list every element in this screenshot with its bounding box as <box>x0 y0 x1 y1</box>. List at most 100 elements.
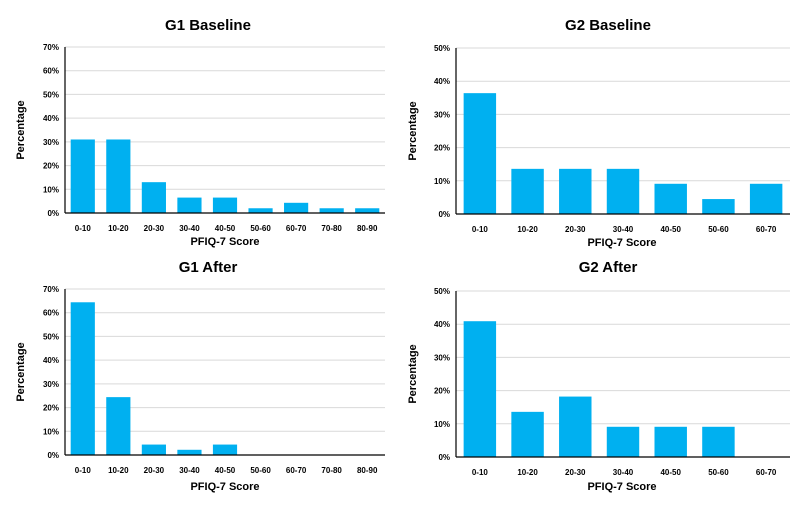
x-tick-label: 70-80 <box>321 224 342 233</box>
chart-svg: G2 After Percentage PFIQ-7 Score 0% 10% 20… <box>407 259 790 493</box>
x-tick-label: 30-40 <box>179 466 200 475</box>
y-tick-label: 0% <box>47 209 59 218</box>
x-tick-label: 40-50 <box>660 468 681 477</box>
x-tick-label: 0-10 <box>472 225 489 234</box>
x-tick-label: 40-50 <box>215 224 236 233</box>
chart-title: G1 After <box>179 259 238 276</box>
bar-20-30 <box>141 444 166 455</box>
x-axis-label: PFIQ-7 Score <box>587 237 656 249</box>
x-tick-label: 70-80 <box>321 466 342 475</box>
bar-60-70 <box>749 183 783 214</box>
bar-30-40 <box>177 197 202 213</box>
y-tick-label: 30% <box>43 380 59 389</box>
y-tick-label: 10% <box>434 177 450 186</box>
y-axis-label: Percentage <box>407 344 419 403</box>
y-tick-label: 0% <box>438 453 450 462</box>
x-axis-label: PFIQ-7 Score <box>190 236 259 248</box>
bar-70-80 <box>319 208 344 213</box>
bar-10-20 <box>511 411 544 457</box>
y-tick-label: 50% <box>43 332 59 341</box>
chart-title: G2 After <box>579 259 638 276</box>
x-tick-label: 10-20 <box>517 468 538 477</box>
y-axis-label: Percentage <box>407 101 419 160</box>
y-tick-label: 30% <box>434 110 450 119</box>
y-tick-label: 40% <box>434 77 450 86</box>
bar-10-20 <box>106 397 131 455</box>
x-tick-label: 60-70 <box>756 225 777 234</box>
x-tick-label: 50-60 <box>708 468 729 477</box>
bar-20-30 <box>141 182 166 213</box>
y-tick-label: 40% <box>43 114 59 123</box>
x-tick-label: 50-60 <box>250 224 271 233</box>
y-tick-label: 30% <box>434 353 450 362</box>
y-tick-label: 10% <box>43 427 59 436</box>
bar-10-20 <box>106 139 131 213</box>
bar-40-50 <box>212 444 238 455</box>
y-tick-label: 0% <box>438 210 450 219</box>
x-tick-label: 40-50 <box>215 466 236 475</box>
x-axis-label: PFIQ-7 Score <box>190 481 259 493</box>
chart-title: G1 Baseline <box>165 17 251 34</box>
y-tick-label: 60% <box>43 309 59 318</box>
chart-svg: G2 Baseline Percentage PFIQ-7 Score 0% 10… <box>407 17 790 249</box>
bar-0-10 <box>70 302 95 455</box>
chart-svg: G1 Baseline Percentage PFIQ-7 Score 0% 10… <box>15 17 385 248</box>
bar-20-30 <box>559 168 592 214</box>
chart-svg: G1 After Percentage PFIQ-7 Score 0% 10% 20… <box>15 259 385 493</box>
x-tick-label: 0-10 <box>472 468 489 477</box>
x-tick-label: 20-30 <box>565 468 586 477</box>
bar-50-60 <box>702 426 735 457</box>
x-tick-label: 30-40 <box>613 468 634 477</box>
y-tick-label: 50% <box>434 287 450 296</box>
x-tick-label: 60-70 <box>286 224 307 233</box>
y-tick-label: 30% <box>43 138 59 147</box>
x-tick-label: 50-60 <box>250 466 271 475</box>
y-tick-label: 60% <box>43 67 59 76</box>
x-tick-label: 20-30 <box>144 224 165 233</box>
chart-panel-g2-after: G2 After Percentage PFIQ-7 Score 0% 10% 20… <box>400 250 800 506</box>
y-axis-label: Percentage <box>15 342 27 401</box>
bar-30-40 <box>606 426 640 457</box>
bar-30-40 <box>606 168 640 214</box>
bar-50-60 <box>248 208 273 213</box>
bar-10-20 <box>511 168 544 214</box>
x-tick-label: 30-40 <box>613 225 634 234</box>
chart-title: G2 Baseline <box>565 17 651 34</box>
y-tick-label: 10% <box>434 420 450 429</box>
x-tick-label: 0-10 <box>75 224 92 233</box>
x-axis-label: PFIQ-7 Score <box>587 481 656 493</box>
y-tick-label: 70% <box>43 285 59 294</box>
x-tick-label: 10-20 <box>517 225 538 234</box>
x-tick-label: 20-30 <box>565 225 586 234</box>
chart-panel-g1-baseline: G1 Baseline Percentage PFIQ-7 Score 0% 10… <box>0 0 400 250</box>
bar-60-70 <box>284 202 309 213</box>
bar-30-40 <box>177 449 202 455</box>
x-tick-label: 20-30 <box>144 466 165 475</box>
bar-40-50 <box>654 426 687 457</box>
bar-40-50 <box>212 197 238 213</box>
x-tick-label: 30-40 <box>179 224 200 233</box>
y-tick-label: 70% <box>43 43 59 52</box>
bar-50-60 <box>702 199 735 214</box>
chart-panel-g1-after: G1 After Percentage PFIQ-7 Score 0% 10% 20… <box>0 250 400 506</box>
bar-0-10 <box>463 321 497 457</box>
y-tick-label: 40% <box>434 320 450 329</box>
x-tick-label: 60-70 <box>286 466 307 475</box>
bar-40-50 <box>654 183 687 214</box>
x-tick-label: 0-10 <box>75 466 92 475</box>
chart-panel-g2-baseline: G2 Baseline Percentage PFIQ-7 Score 0% 10… <box>400 0 800 250</box>
y-tick-label: 20% <box>434 387 450 396</box>
y-tick-label: 50% <box>434 44 450 53</box>
y-tick-label: 20% <box>434 144 450 153</box>
x-tick-label: 50-60 <box>708 225 729 234</box>
x-tick-label: 60-70 <box>756 468 777 477</box>
y-tick-label: 10% <box>43 185 59 194</box>
bar-0-10 <box>463 93 497 214</box>
y-axis-label: Percentage <box>15 100 27 159</box>
x-tick-label: 80-90 <box>357 466 378 475</box>
bar-80-90 <box>355 208 380 213</box>
x-tick-label: 80-90 <box>357 224 378 233</box>
y-tick-label: 20% <box>43 162 59 171</box>
bar-0-10 <box>70 139 95 213</box>
bar-20-30 <box>559 396 592 457</box>
